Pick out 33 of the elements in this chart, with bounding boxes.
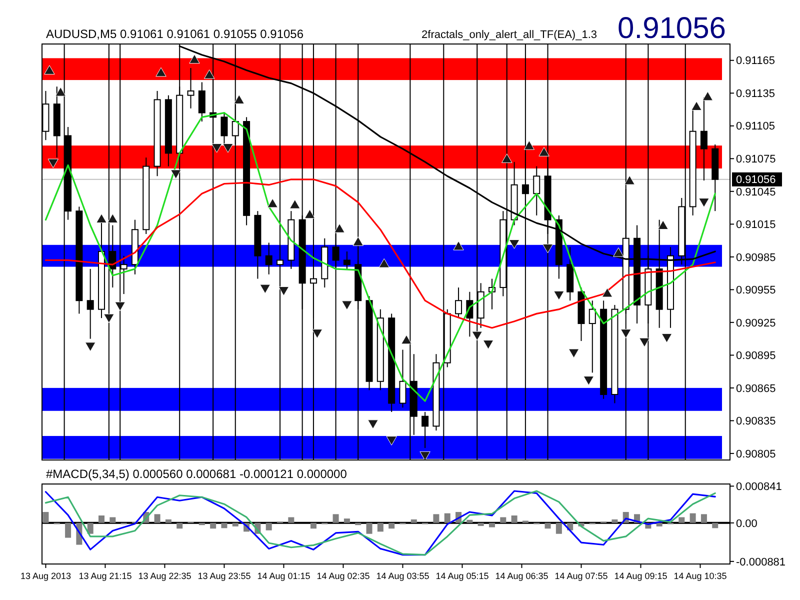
- y-tick-label: 0.90835: [736, 416, 776, 428]
- y-tick-label: 0.90895: [736, 350, 776, 362]
- chart-title: #MACD(5,34,5) 0.000560 0.000681 -0.000121 0.000000: [46, 467, 348, 481]
- y-tick-label: 0.91015: [736, 219, 776, 232]
- y-tick-label: -0.000881: [736, 556, 786, 568]
- x-tick-label: 14 Aug 05:15: [436, 571, 489, 581]
- x-tick-label: 14 Aug 01:15: [257, 571, 310, 581]
- ref-line-label: 0.91056: [736, 174, 776, 186]
- x-tick-label: 14 Aug 06:35: [495, 571, 548, 581]
- x-tick-label: 14 Aug 03:55: [376, 571, 430, 581]
- y-tick-label: 0.00: [736, 518, 758, 530]
- x-tick-label: 13 Aug 21:15: [78, 571, 132, 581]
- x-tick-label: 14 Aug 07:55: [554, 571, 608, 581]
- x-tick-label: 13 Aug 23:55: [198, 571, 251, 581]
- y-tick-label: 0.91105: [736, 120, 775, 133]
- y-tick-label: 0.90985: [736, 252, 776, 264]
- text: 2fractals_only_alert_all_TF(EA)_1.3: [422, 29, 597, 41]
- y-tick-label: 0.91045: [736, 186, 776, 198]
- y-tick-label: 0.91135: [736, 88, 775, 100]
- y-tick-label: 0.000841: [736, 480, 782, 493]
- x-tick-label: 14 Aug 09:15: [614, 571, 668, 581]
- chart-title: AUDUSD,M5 0.91061 0.91061 0.91055 0.91056: [46, 27, 304, 41]
- y-tick-label: 0.91165: [736, 55, 775, 68]
- x-tick-label: 14 Aug 10:35: [674, 571, 727, 581]
- x-tick-label: 13 Aug 2013: [20, 571, 71, 581]
- x-tick-label: 13 Aug 22:35: [138, 571, 192, 581]
- y-tick-label: 0.90805: [736, 448, 776, 460]
- y-tick-label: 0.90865: [736, 382, 776, 395]
- y-tick-label: 0.90955: [736, 284, 776, 297]
- x-tick-label: 14 Aug 02:35: [316, 571, 370, 581]
- y-tick-label: 0.90925: [736, 317, 776, 330]
- y-tick-label: 0.91075: [736, 153, 776, 166]
- annotation: 0.91056: [618, 12, 726, 45]
